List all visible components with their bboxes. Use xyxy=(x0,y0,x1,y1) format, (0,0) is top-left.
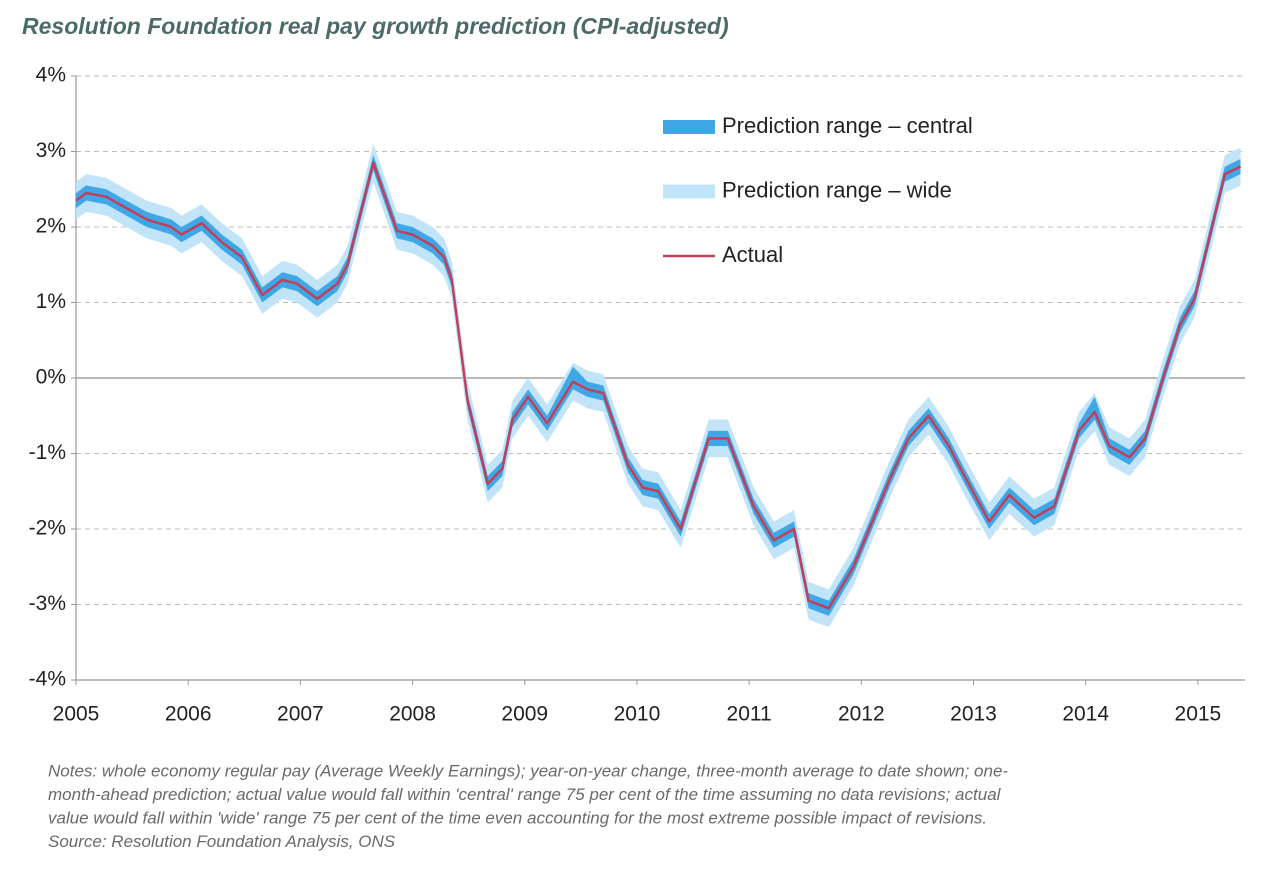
note: Source: Resolution Foundation Analysis, … xyxy=(48,832,396,851)
actual-line xyxy=(75,161,1242,610)
y-tick-label: 1% xyxy=(36,290,66,313)
x-tick-label: 2011 xyxy=(727,703,772,726)
y-tick-label: 3% xyxy=(36,139,66,162)
prediction-band xyxy=(76,143,1241,628)
legend-swatch xyxy=(663,184,715,199)
y-tick-label: -3% xyxy=(29,592,66,615)
x-tick-label: 2007 xyxy=(277,703,324,726)
y-tick-label: 2% xyxy=(36,215,66,238)
x-tick-label: 2013 xyxy=(950,703,997,726)
x-tick-label: 2014 xyxy=(1062,703,1109,726)
y-tick-label: -1% xyxy=(29,441,66,464)
x-tick-label: 2008 xyxy=(389,703,436,726)
y-tick-label: 0% xyxy=(36,366,66,389)
legend-swatch xyxy=(663,120,715,134)
y-tick-label: -4% xyxy=(29,668,66,691)
x-tick-label: 2010 xyxy=(614,703,661,726)
legend-label: Prediction range – central xyxy=(722,113,973,138)
y-tick-label: -2% xyxy=(29,517,66,540)
x-tick-label: 2015 xyxy=(1175,703,1222,726)
y-tick-label: 4% xyxy=(36,64,66,87)
x-tick-label: 2005 xyxy=(53,703,100,726)
x-tick-label: 2006 xyxy=(165,703,212,726)
chart-title: Resolution Foundation real pay growth pr… xyxy=(22,13,729,39)
note: month-ahead prediction; actual value wou… xyxy=(48,785,1002,804)
note: Notes: whole economy regular pay (Averag… xyxy=(48,761,1008,780)
x-tick-label: 2012 xyxy=(838,703,885,726)
legend-label: Prediction range – wide xyxy=(722,177,952,202)
legend-label: Actual xyxy=(722,242,783,267)
note: value would fall within 'wide' range 75 … xyxy=(48,808,987,827)
prediction-band xyxy=(76,155,1241,616)
x-tick-label: 2009 xyxy=(501,703,548,726)
